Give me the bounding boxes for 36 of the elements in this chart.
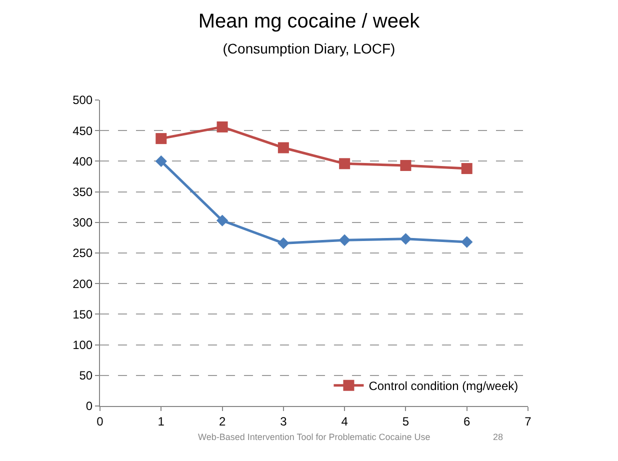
legend-label: Control condition (mg/week) xyxy=(368,379,518,394)
y-tick-label: 500 xyxy=(72,93,93,108)
point xyxy=(216,121,228,132)
x-tick-label: 0 xyxy=(96,414,104,428)
point xyxy=(400,233,412,245)
y-tick-label: 350 xyxy=(72,185,93,199)
chart-title: Mean mg cocaine / week xyxy=(198,10,421,33)
point xyxy=(155,155,167,168)
y-tick-label: 0 xyxy=(86,399,93,414)
text: Web-Based Intervention Tool for Problematic Cocaine Use xyxy=(198,432,430,442)
point xyxy=(278,142,289,154)
y-tick-label: 100 xyxy=(72,338,93,352)
point xyxy=(461,236,473,248)
point xyxy=(278,237,290,250)
x-tick-label: 1 xyxy=(158,414,165,428)
chart-subtitle: (Consumption Diary, LOCF) xyxy=(222,40,396,57)
text: 28 xyxy=(493,432,504,442)
x-tick-label: 4 xyxy=(341,414,348,428)
y-tick-label: 450 xyxy=(72,124,93,138)
point xyxy=(156,133,167,144)
y-tick-label: 300 xyxy=(72,216,93,230)
y-tick-label: 150 xyxy=(72,307,93,322)
x-tick-label: 3 xyxy=(280,414,288,428)
point xyxy=(338,234,350,246)
point xyxy=(461,163,472,174)
y-tick-label: 200 xyxy=(72,276,93,291)
x-tick-label: 7 xyxy=(524,414,532,428)
x-tick-label: 6 xyxy=(464,414,471,428)
y-tick-label: 400 xyxy=(72,154,93,168)
x-tick-label: 5 xyxy=(402,414,410,428)
y-tick-label: 250 xyxy=(72,246,93,260)
x-tick-label: 2 xyxy=(218,414,226,428)
point xyxy=(400,160,412,171)
point xyxy=(216,214,228,226)
point xyxy=(339,158,350,170)
y-tick-label: 50 xyxy=(79,368,93,383)
